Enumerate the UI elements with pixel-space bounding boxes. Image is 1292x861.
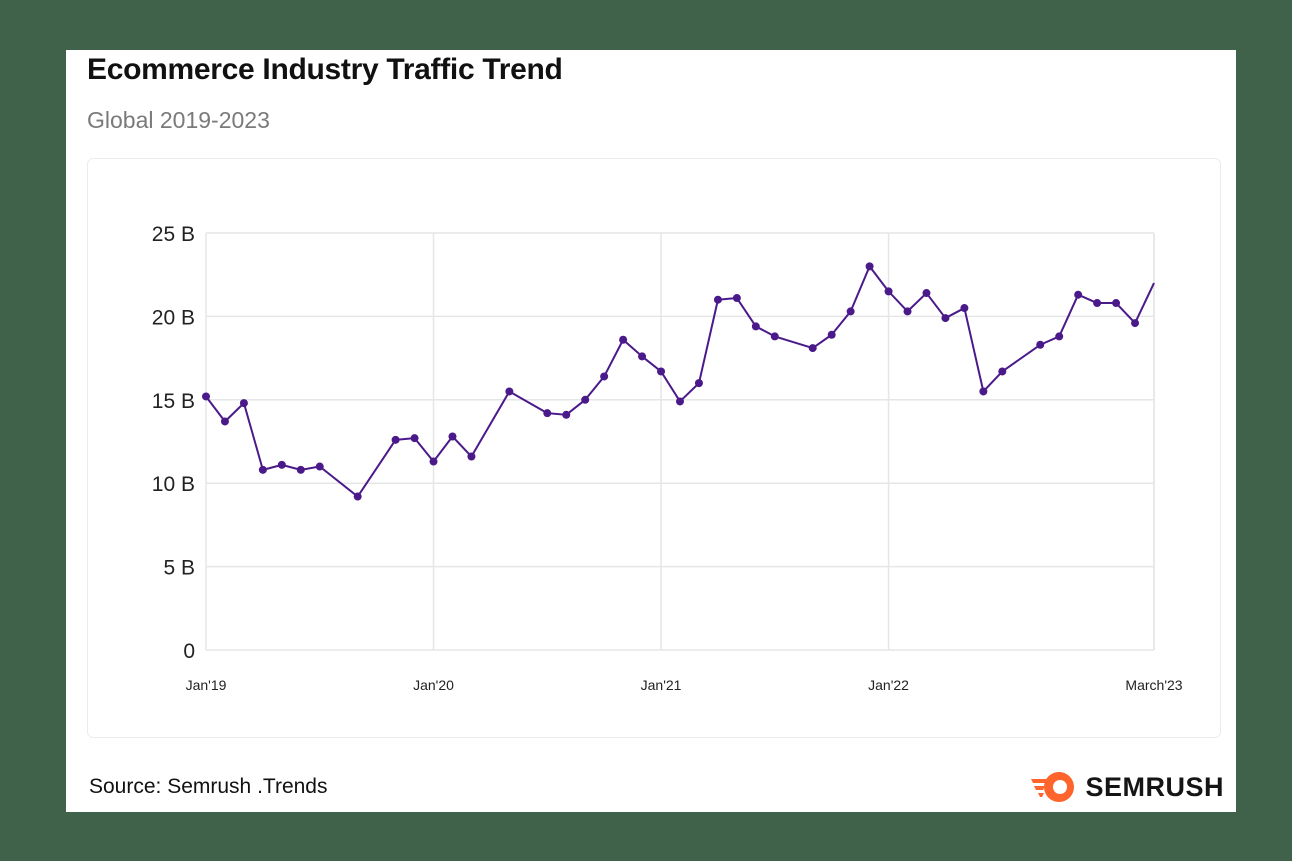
data-point bbox=[865, 262, 874, 271]
chart-card: Ecommerce Industry Traffic Trend Global … bbox=[66, 50, 1236, 812]
data-point bbox=[220, 417, 229, 426]
data-point bbox=[1036, 340, 1045, 349]
data-point bbox=[1093, 299, 1102, 308]
y-tick-label: 20 B bbox=[152, 306, 195, 329]
data-point bbox=[808, 344, 817, 353]
data-point bbox=[258, 465, 267, 474]
series-line bbox=[205, 265, 1155, 498]
data-point bbox=[638, 352, 647, 361]
data-point bbox=[657, 367, 666, 376]
y-tick-label: 0 bbox=[183, 640, 195, 663]
x-tick-label: March'23 bbox=[1125, 677, 1182, 693]
data-point bbox=[827, 330, 836, 339]
chart-frame: 0 5 B 10 B 15 B 20 B 25 B Jan'19 Jan'20 Jan'21 Ja… bbox=[87, 158, 1221, 738]
data-point bbox=[277, 460, 286, 469]
data-point bbox=[979, 387, 988, 396]
data-point bbox=[998, 367, 1007, 376]
data-point bbox=[713, 295, 722, 304]
page-subtitle: Global 2019-2023 bbox=[87, 107, 270, 133]
brand-logo: SEMRUSH bbox=[1029, 768, 1224, 806]
data-point bbox=[619, 335, 628, 344]
data-point bbox=[960, 304, 969, 313]
x-tick-label: Jan'20 bbox=[413, 677, 454, 693]
data-point bbox=[941, 314, 950, 323]
y-tick-label: 25 B bbox=[152, 223, 195, 246]
data-point bbox=[732, 294, 741, 303]
data-point bbox=[467, 452, 476, 461]
data-point bbox=[922, 289, 931, 298]
data-point bbox=[770, 332, 779, 341]
page-title: Ecommerce Industry Traffic Trend bbox=[87, 53, 563, 86]
data-point bbox=[448, 432, 457, 441]
data-point bbox=[239, 399, 248, 408]
data-point bbox=[903, 307, 912, 316]
data-point bbox=[1055, 332, 1064, 341]
data-point bbox=[884, 287, 893, 296]
x-tick-label: Jan'22 bbox=[868, 677, 909, 693]
data-point bbox=[600, 372, 609, 381]
source-note: Source: Semrush .Trends bbox=[89, 775, 328, 798]
data-point bbox=[751, 322, 760, 331]
data-point bbox=[676, 397, 684, 406]
data-point bbox=[1074, 290, 1083, 299]
data-point bbox=[296, 465, 305, 474]
data-point bbox=[562, 410, 571, 419]
data-point bbox=[694, 379, 703, 388]
data-point bbox=[1131, 319, 1140, 328]
data-point bbox=[1112, 299, 1121, 308]
data-point bbox=[410, 434, 419, 443]
data-point bbox=[391, 435, 400, 444]
data-point bbox=[505, 387, 514, 396]
brand-name: SEMRUSH bbox=[1085, 771, 1224, 802]
data-point bbox=[353, 492, 362, 501]
y-tick-label: 15 B bbox=[152, 390, 195, 413]
y-tick-label: 5 B bbox=[163, 557, 195, 580]
data-point bbox=[581, 395, 590, 404]
data-point bbox=[429, 457, 438, 466]
y-tick-label: 10 B bbox=[152, 473, 195, 496]
x-tick-label: Jan'19 bbox=[186, 677, 227, 693]
x-tick-label: Jan'21 bbox=[641, 677, 682, 693]
data-point bbox=[202, 392, 210, 401]
data-point bbox=[315, 462, 324, 471]
line-chart: 0 5 B 10 B 15 B 20 B 25 B Jan'19 Jan'20 Jan'21 Ja… bbox=[152, 223, 1183, 693]
data-point bbox=[543, 409, 552, 418]
semrush-flame-icon bbox=[1031, 772, 1075, 802]
data-point bbox=[846, 307, 855, 316]
